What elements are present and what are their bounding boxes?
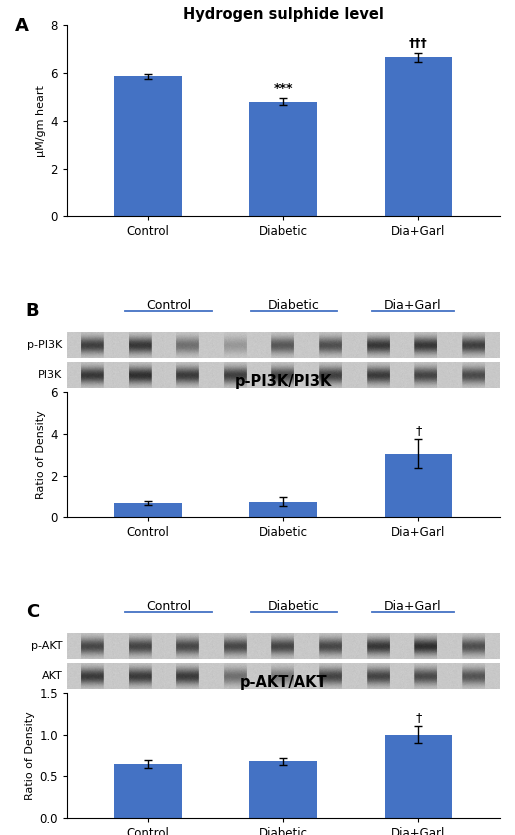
Bar [249, 502, 317, 518]
Text: p-PI3K: p-PI3K [27, 340, 63, 350]
Text: Dia+Garl: Dia+Garl [384, 600, 442, 613]
Text: Control: Control [146, 600, 191, 613]
Bar [249, 762, 317, 818]
Text: Diabetic: Diabetic [268, 600, 320, 613]
Text: AKT: AKT [42, 671, 63, 681]
Bar [114, 764, 182, 818]
Text: ***: *** [273, 82, 293, 95]
Bar [114, 77, 182, 216]
Text: Control: Control [146, 299, 191, 312]
Bar [385, 735, 452, 818]
Text: †: † [415, 711, 422, 724]
Title: Hydrogen sulphide level: Hydrogen sulphide level [183, 8, 384, 23]
Bar [249, 102, 317, 216]
Y-axis label: Ratio of Density: Ratio of Density [36, 410, 46, 499]
Text: A: A [15, 18, 29, 35]
Text: C: C [26, 603, 39, 620]
Text: †††: ††† [409, 37, 428, 50]
Text: Diabetic: Diabetic [268, 299, 320, 312]
Text: PI3K: PI3K [39, 370, 63, 380]
Bar [114, 503, 182, 518]
Text: B: B [26, 301, 40, 320]
Y-axis label: μM/gm heart: μM/gm heart [36, 85, 46, 157]
Y-axis label: Ratio of Density: Ratio of Density [25, 711, 35, 800]
Title: p-PI3K/PI3K: p-PI3K/PI3K [234, 374, 332, 389]
Bar [385, 58, 452, 216]
Text: p-AKT: p-AKT [31, 641, 63, 651]
Title: p-AKT/AKT: p-AKT/AKT [239, 676, 327, 691]
Text: Dia+Garl: Dia+Garl [384, 299, 442, 312]
Text: †: † [415, 424, 422, 437]
Bar [385, 453, 452, 518]
